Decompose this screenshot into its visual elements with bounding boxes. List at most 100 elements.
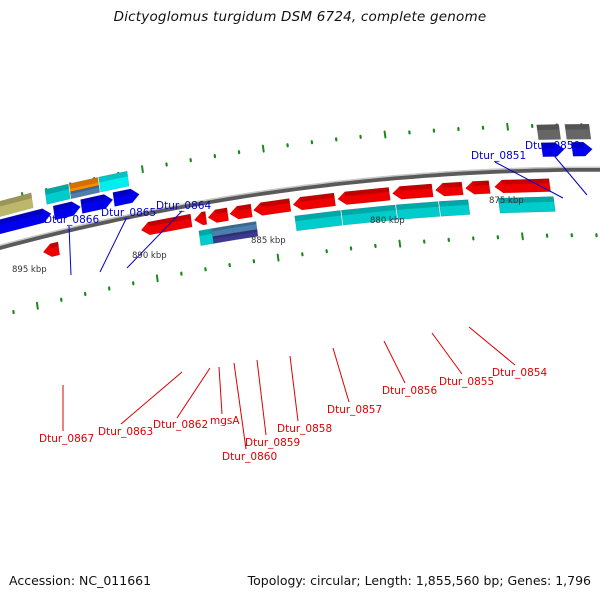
cog-steel-shade — [70, 185, 100, 195]
reverse-cds — [464, 180, 491, 195]
cog-cyan — [438, 199, 471, 217]
cog-olive-shade — [0, 192, 32, 207]
reverse-cds-shade — [148, 214, 192, 227]
cog-cyan-shade — [341, 204, 396, 216]
leader-line — [233, 362, 247, 450]
backbone-layer — [0, 166, 600, 250]
kbp-label-875: 875 kbp — [489, 196, 524, 206]
outer-tick — [383, 130, 387, 139]
kbp-label-895: 895 kbp — [12, 265, 47, 275]
inner-tick — [521, 232, 524, 241]
leader-line — [126, 210, 183, 269]
gene-label: Dtur_0856 — [382, 385, 437, 397]
gene-label: Dtur_0855 — [439, 376, 494, 388]
cog-cyan-shade — [44, 183, 69, 195]
cog-cyan-shade — [396, 201, 439, 210]
cog-cyan — [198, 228, 214, 247]
inner-tick — [35, 301, 39, 310]
gene-label: mgsA — [210, 415, 240, 427]
cog-orange-shade — [69, 177, 99, 189]
reverse-cds-shade — [215, 207, 228, 215]
leader-line — [99, 218, 127, 273]
gene-label: Dtur_0850 — [525, 140, 580, 152]
gene-label: Dtur_0865 — [101, 207, 156, 219]
gene-label: Dtur_0860 — [222, 451, 277, 463]
cog-gray-shade — [564, 124, 590, 130]
cog-cyan-shade — [438, 199, 469, 207]
cog-indigo-shade — [233, 229, 258, 236]
leader-line — [176, 367, 211, 419]
reverse-cds — [494, 178, 552, 194]
forward-cds-shade — [0, 208, 44, 225]
cog-cyan-shade — [198, 228, 213, 237]
cog-indigo-shade — [212, 233, 234, 239]
forward-cds — [0, 208, 52, 235]
gene-label: Dtur_0858 — [277, 423, 332, 435]
outer-tick — [506, 122, 509, 131]
genome-title: Dictyoglomus turgidum DSM 6724, complete… — [113, 9, 487, 25]
forward-cds — [570, 141, 593, 157]
leader-line — [468, 326, 516, 366]
reverse-cds — [337, 187, 391, 205]
forward-cds — [540, 142, 565, 158]
cog-cyan — [340, 204, 398, 226]
forward-cds-shade — [541, 142, 556, 148]
genome-backbone-highlight — [0, 166, 600, 247]
cog-gray-shade — [536, 124, 560, 131]
cog-light-cyan — [98, 170, 130, 193]
gene-label: Dtur_0864 — [156, 200, 211, 212]
gene-label: Dtur_0854 — [492, 367, 547, 379]
kbp-label-890: 890 kbp — [132, 251, 167, 261]
reverse-cds — [434, 181, 464, 197]
gene-label: Dtur_0867 — [39, 433, 94, 445]
forward-cds-shade — [571, 142, 585, 148]
reverse-cds-shade — [472, 180, 490, 186]
cog-cyan — [44, 183, 71, 205]
reverse-cds-shade — [260, 198, 290, 208]
reverse-cds — [253, 198, 292, 216]
reverse-cds — [207, 207, 230, 223]
forward-cds — [52, 201, 81, 221]
cog-steel-shade — [211, 225, 233, 232]
forward-cds-shade — [80, 194, 105, 205]
gene-label: Dtur_0851 — [471, 150, 526, 162]
kbp-label-885: 885 kbp — [251, 236, 286, 246]
cog-gray — [536, 124, 562, 141]
forward-cds-shade — [53, 201, 73, 211]
gene-label: Dtur_0859 — [245, 437, 300, 449]
leader-line — [431, 332, 463, 375]
accession-text: Accession: NC_011661 — [9, 573, 152, 588]
cog-olive — [0, 192, 34, 217]
leader-line — [332, 347, 350, 403]
inner-tick — [398, 239, 402, 248]
cog-steel — [231, 221, 258, 234]
reverse-cds — [292, 192, 336, 211]
outer-tick — [261, 144, 265, 153]
reverse-cds — [42, 241, 61, 258]
inner-tick — [155, 274, 159, 283]
genome-summary-text: Topology: circular; Length: 1,855,560 bp… — [247, 573, 591, 588]
reverse-cds-shade — [201, 211, 206, 217]
cog-cyan — [294, 210, 343, 232]
cog-indigo — [233, 229, 259, 241]
cog-steel-shade — [232, 221, 257, 228]
forward-cds-shade — [112, 188, 132, 198]
leader-layer — [62, 151, 588, 450]
gene-label: Dtur_0863 — [98, 426, 153, 438]
outer-tick — [141, 165, 144, 174]
cog-light-cyan-shade — [98, 171, 128, 183]
label-layer: 895 kbp 890 kbp 885 kbp 880 kbp 875 kbp Dtur_… — [12, 140, 580, 463]
leader-line — [218, 366, 223, 415]
cog-cyan — [395, 201, 441, 220]
reverse-cds — [229, 203, 253, 220]
cog-steel — [69, 184, 101, 200]
reverse-cds — [193, 211, 208, 226]
reverse-cds-shade — [236, 204, 252, 211]
leader-line — [494, 161, 564, 199]
cog-cyan — [497, 196, 556, 214]
cog-cyan-shade — [294, 210, 342, 222]
reverse-cds-shade — [399, 183, 433, 191]
reverse-cds-shade — [344, 187, 390, 197]
reverse-cds-shade — [501, 178, 550, 185]
